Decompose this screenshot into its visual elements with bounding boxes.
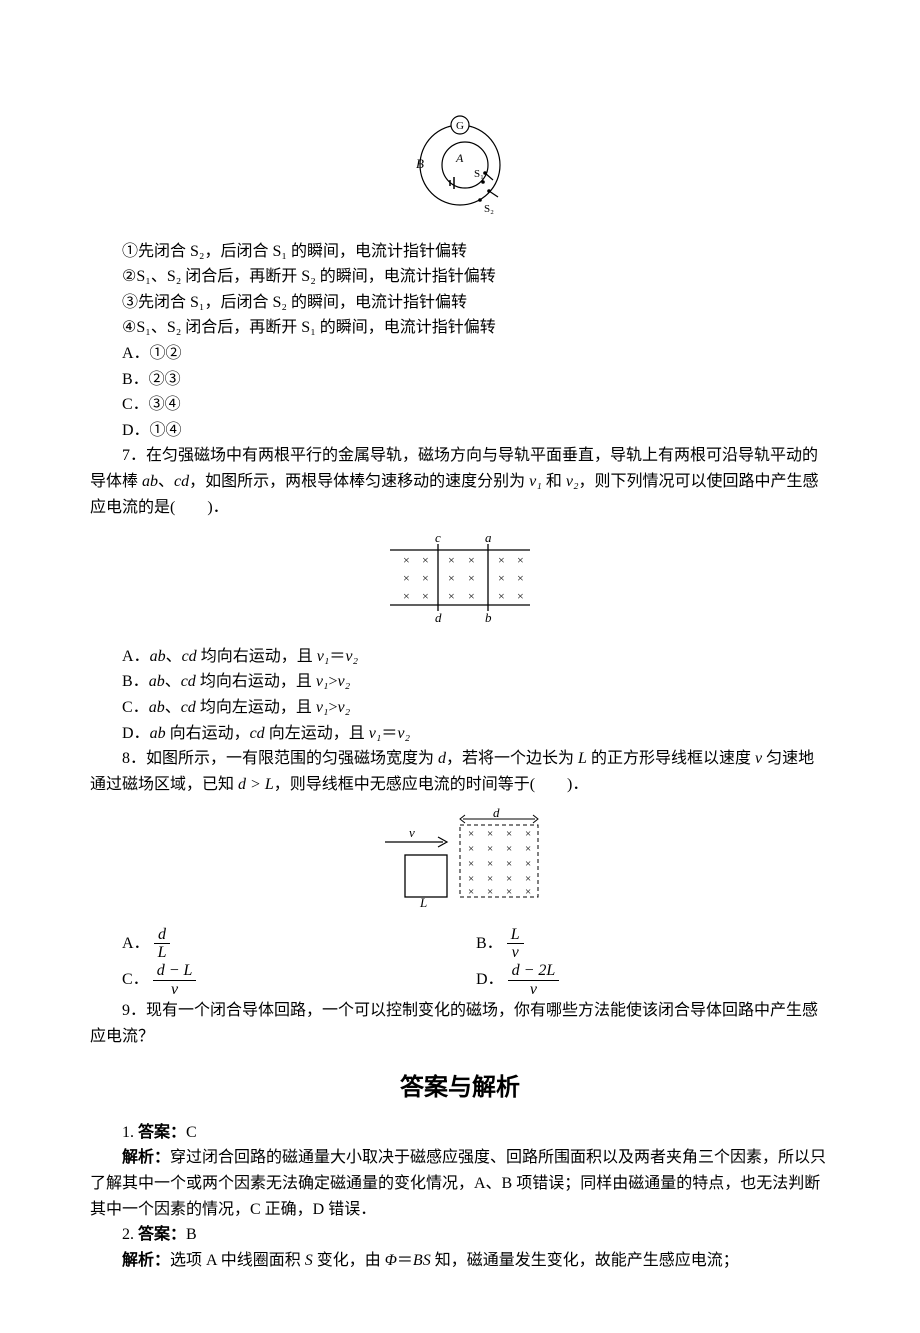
rails-svg: c a × × × × × × × × × × × × × × × × × × d b: [370, 530, 550, 625]
svg-text:v: v: [409, 825, 415, 840]
q7-num: 7．: [122, 447, 146, 464]
svg-text:×: ×: [498, 571, 505, 585]
q8-option-C: C． d − Lv: [122, 962, 476, 998]
svg-text:×: ×: [468, 858, 474, 870]
ans1-exp: 解析：穿过闭合回路的磁通量大小取决于磁感应强度、回路所围面积以及两者夹角三个因素…: [90, 1145, 830, 1222]
circuit-double-loop-svg: G S₁ S₂ B A: [400, 110, 520, 220]
q8-option-B: B． Lv: [476, 926, 830, 962]
q8-num: 8．: [122, 750, 146, 767]
svg-text:×: ×: [498, 553, 505, 567]
q7-stem: 7．在匀强磁场中有两根平行的金属导轨，磁场方向与导轨平面垂直，导轨上有两根可沿导…: [90, 443, 830, 520]
q7-option-A: A．ab、cd 均向右运动，且 v₁＝v₂: [90, 644, 830, 670]
svg-text:L: L: [419, 895, 427, 907]
explain-label: 解析：: [122, 1149, 170, 1166]
svg-text:×: ×: [506, 843, 512, 855]
svg-text:×: ×: [525, 886, 531, 898]
svg-text:×: ×: [403, 553, 410, 567]
q8-option-D: D． d − 2Lv: [476, 962, 830, 998]
svg-text:×: ×: [468, 571, 475, 585]
q7-option-C: C．ab、cd 均向左运动，且 v₁>v₂: [90, 695, 830, 721]
svg-text:×: ×: [506, 873, 512, 885]
answer-label: 答案：: [138, 1226, 186, 1243]
answer-label: 答案：: [138, 1124, 186, 1141]
svg-text:×: ×: [525, 873, 531, 885]
q6-stmt2: ②S₁、S₂ 闭合后，再断开 S₂ 的瞬间，电流计指针偏转: [90, 264, 830, 290]
svg-text:×: ×: [506, 858, 512, 870]
svg-text:×: ×: [498, 589, 505, 603]
svg-text:×: ×: [448, 553, 455, 567]
q6-option-A: A．①②: [90, 341, 830, 367]
svg-text:d: d: [493, 807, 500, 820]
svg-text:×: ×: [448, 589, 455, 603]
ans2-line: 2. 答案：B: [90, 1222, 830, 1248]
svg-text:×: ×: [487, 858, 493, 870]
label-A: A: [455, 151, 464, 165]
label-S2: S₂: [484, 203, 494, 215]
q7-option-B: B．ab、cd 均向右运动，且 v₁>v₂: [90, 669, 830, 695]
svg-text:×: ×: [487, 828, 493, 840]
q9-stem: 9．现有一个闭合导体回路，一个可以控制变化的磁场，你有哪些方法能使该闭合导体回路…: [90, 998, 830, 1049]
q8-option-A: A． dL: [122, 926, 476, 962]
svg-text:×: ×: [525, 843, 531, 855]
svg-text:×: ×: [448, 571, 455, 585]
svg-text:×: ×: [487, 873, 493, 885]
svg-text:×: ×: [468, 828, 474, 840]
svg-text:×: ×: [422, 589, 429, 603]
svg-text:×: ×: [468, 873, 474, 885]
svg-text:×: ×: [468, 589, 475, 603]
svg-text:×: ×: [422, 571, 429, 585]
svg-text:×: ×: [517, 589, 524, 603]
svg-text:c: c: [435, 530, 441, 545]
q6-option-D: D．①④: [90, 418, 830, 444]
svg-text:×: ×: [517, 553, 524, 567]
q6-option-B: B．②③: [90, 367, 830, 393]
ans2-exp: 解析：选项 A 中线圈面积 S 变化，由 Φ＝BS 知，磁通量发生变化，故能产生…: [90, 1248, 830, 1274]
svg-text:×: ×: [487, 843, 493, 855]
q6-figure: G S₁ S₂ B A: [90, 110, 830, 229]
svg-text:×: ×: [403, 589, 410, 603]
q9-num: 9．: [122, 1002, 146, 1019]
svg-text:×: ×: [506, 886, 512, 898]
svg-text:b: b: [485, 610, 492, 625]
svg-text:a: a: [485, 530, 492, 545]
svg-text:d: d: [435, 610, 442, 625]
svg-text:×: ×: [487, 886, 493, 898]
q8-options-row1: A． dL B． Lv: [90, 926, 830, 962]
label-B: B: [416, 156, 424, 171]
svg-text:×: ×: [517, 571, 524, 585]
q6-stmt3: ③先闭合 S₁，后闭合 S₂ 的瞬间，电流计指针偏转: [90, 290, 830, 316]
svg-text:×: ×: [468, 886, 474, 898]
label-S1: S₁: [474, 168, 484, 180]
svg-text:×: ×: [468, 553, 475, 567]
svg-text:×: ×: [422, 553, 429, 567]
explain-label: 解析：: [122, 1252, 170, 1269]
answers-heading: 答案与解析: [90, 1069, 830, 1107]
q6-stmt4: ④S₁、S₂ 闭合后，再断开 S₁ 的瞬间，电流计指针偏转: [90, 315, 830, 341]
svg-text:×: ×: [506, 828, 512, 840]
q8-stem: 8．如图所示，一有限范围的匀强磁场宽度为 d，若将一个边长为 L 的正方形导线框…: [90, 746, 830, 797]
q7-figure: c a × × × × × × × × × × × × × × × × × × d b: [90, 530, 830, 634]
q8-figure: d ×××× ×××× ×××× ×××× ×××× v L: [90, 807, 830, 916]
svg-text:×: ×: [468, 843, 474, 855]
svg-text:×: ×: [403, 571, 410, 585]
q7-option-D: D．ab 向右运动，cd 向左运动，且 v₁＝v₂: [90, 721, 830, 747]
q8-options-row2: C． d − Lv D． d − 2Lv: [90, 962, 830, 998]
frame-through-field-svg: d ×××× ×××× ×××× ×××× ×××× v L: [365, 807, 555, 907]
q6-option-C: C．③④: [90, 392, 830, 418]
label-G: G: [456, 120, 464, 132]
svg-text:×: ×: [525, 858, 531, 870]
ans1-line: 1. 答案：C: [90, 1120, 830, 1146]
svg-text:×: ×: [525, 828, 531, 840]
q6-stmt1: ①先闭合 S₂，后闭合 S₁ 的瞬间，电流计指针偏转: [90, 239, 830, 265]
